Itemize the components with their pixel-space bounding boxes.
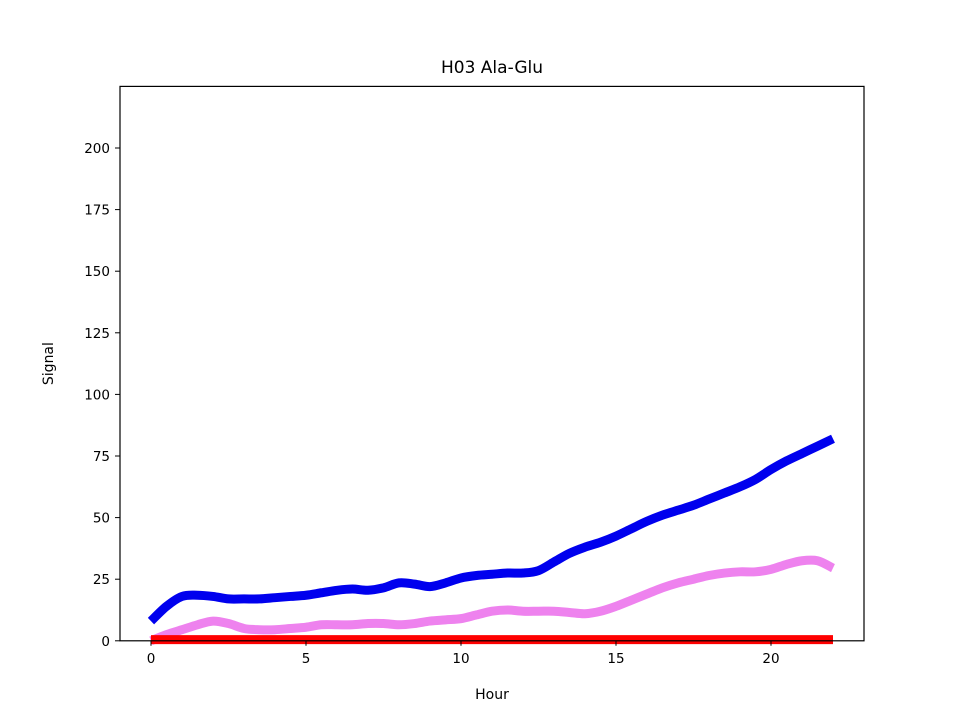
chart-title: H03 Ala-Glu	[441, 58, 543, 78]
y-tick-label: 25	[93, 572, 110, 588]
y-tick-label: 100	[84, 387, 110, 403]
x-tick-label: 20	[762, 651, 779, 667]
y-ticks: 0 25 50 75 100 125 150 175 200	[84, 141, 120, 650]
x-tick-label: 10	[452, 651, 469, 667]
series-1-line	[147, 434, 835, 625]
y-tick-label: 125	[84, 326, 110, 342]
x-tick-label: 5	[302, 651, 311, 667]
x-axis-label: Hour	[475, 687, 509, 703]
x-ticks: 0 5 10 15 20	[147, 640, 780, 667]
y-tick-label: 175	[84, 203, 110, 219]
y-tick-label: 150	[84, 264, 110, 280]
x-tick-label: 0	[147, 651, 156, 667]
series-layer	[147, 434, 836, 645]
y-tick-label: 50	[93, 511, 110, 527]
y-tick-label: 75	[93, 449, 110, 465]
y-axis-label: Signal	[41, 342, 57, 385]
x-tick-label: 15	[607, 651, 624, 667]
plot-frame	[119, 85, 865, 642]
y-tick-label: 0	[101, 634, 110, 650]
y-tick-label: 200	[84, 141, 110, 157]
series-2-line	[149, 555, 836, 645]
